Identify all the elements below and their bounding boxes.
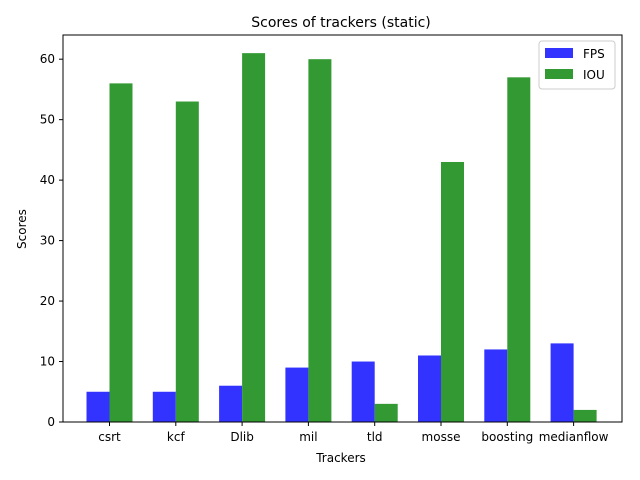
axes: 0 10 20 30 40 50 60 csrt kcf Dlib mil tld mosse boost…: [40, 34, 623, 444]
y-tick-label: 50: [40, 113, 55, 127]
y-tick-label: 20: [40, 294, 55, 308]
legend-swatch-fps: [545, 48, 573, 58]
x-tick-label: Dlib: [230, 430, 254, 444]
plot-area: [86, 53, 597, 422]
bar-iou-dlib: [242, 53, 266, 422]
bar-iou-mosse: [441, 161, 464, 422]
plot-frame: [62, 34, 623, 423]
y-tick-label: 10: [40, 355, 55, 369]
x-tick-label: mil: [299, 430, 317, 444]
bar-fps-csrt: [86, 391, 110, 422]
legend-label-iou: IOU: [583, 68, 605, 82]
bar-iou-mil: [308, 59, 332, 422]
x-tick-label: csrt: [98, 430, 121, 444]
y-axis-title: Scores: [15, 209, 29, 249]
y-tick-label: 0: [47, 415, 55, 429]
bar-iou-tld: [374, 403, 398, 422]
chart-title: Scores of trackers (static): [251, 15, 431, 31]
bar-iou-kcf: [175, 101, 199, 422]
x-tick-label: medianflow: [539, 430, 609, 444]
x-tick-label: tld: [367, 430, 383, 444]
bar-fps-mosse: [418, 355, 441, 422]
x-axis-title: Trackers: [315, 451, 366, 465]
legend-swatch-iou: [545, 69, 573, 79]
y-tick-label: 60: [40, 52, 55, 66]
bar-fps-boosting: [484, 349, 508, 422]
bar-fps-mil: [285, 367, 309, 422]
bar-fps-tld: [351, 361, 375, 422]
x-tick-label: kcf: [167, 430, 186, 444]
x-tick-label: mosse: [422, 430, 461, 444]
bar-iou-boosting: [507, 77, 531, 422]
bar-iou-medianflow: [573, 409, 597, 422]
bar-fps-dlib: [219, 385, 243, 422]
bar-iou-csrt: [109, 83, 133, 422]
legend-label-fps: FPS: [583, 47, 605, 61]
legend: FPS IOU: [538, 40, 616, 90]
bar-fps-medianflow: [550, 343, 574, 422]
bar-fps-kcf: [152, 391, 176, 422]
y-tick-label: 40: [40, 173, 55, 187]
x-tick-label: boosting: [481, 430, 533, 444]
y-tick-label: 30: [40, 234, 55, 248]
